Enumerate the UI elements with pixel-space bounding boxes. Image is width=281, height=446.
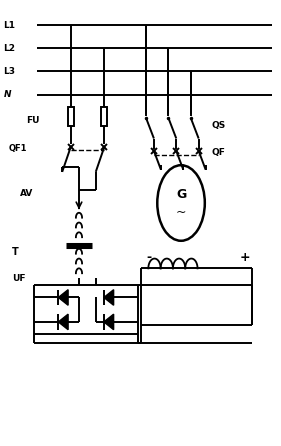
Text: QF1: QF1 <box>9 144 28 153</box>
Text: UF: UF <box>12 274 25 283</box>
Text: AV: AV <box>20 189 34 198</box>
Polygon shape <box>58 314 68 330</box>
Text: N: N <box>3 90 11 99</box>
Text: QF: QF <box>212 148 226 157</box>
Polygon shape <box>104 290 114 305</box>
Text: +: + <box>240 251 251 264</box>
Bar <box>67 107 74 126</box>
Text: L1: L1 <box>3 21 15 29</box>
Polygon shape <box>58 290 68 305</box>
Text: FU: FU <box>26 116 39 125</box>
Bar <box>101 107 107 126</box>
Text: -: - <box>146 251 151 264</box>
Polygon shape <box>104 314 114 330</box>
Text: T: T <box>12 247 19 257</box>
Text: L3: L3 <box>3 67 15 76</box>
Text: ~: ~ <box>176 206 186 219</box>
Text: G: G <box>176 189 186 202</box>
Text: QS: QS <box>212 121 226 130</box>
Text: L2: L2 <box>3 44 15 53</box>
